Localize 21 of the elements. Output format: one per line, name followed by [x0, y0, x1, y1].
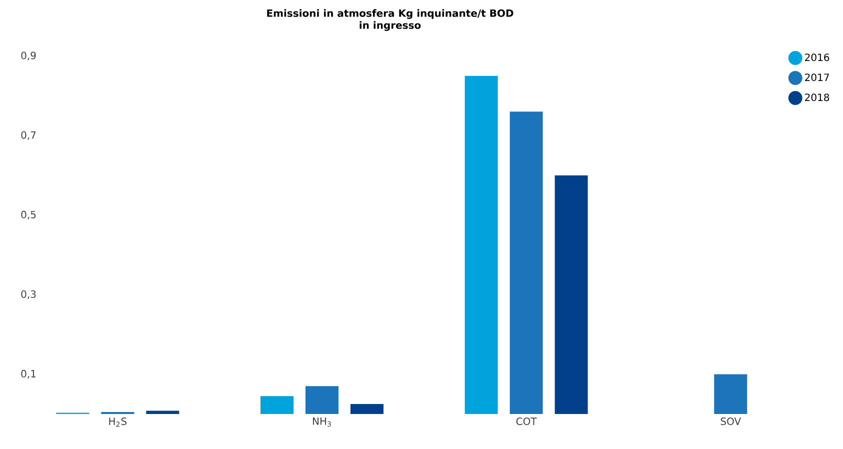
bar [305, 386, 338, 414]
x-tick-label: NH$_{3}$ [312, 418, 331, 427]
bar [464, 76, 498, 414]
bar [260, 396, 294, 414]
y-tick-label: 0,1 [21, 370, 36, 378]
bar [714, 374, 748, 414]
bar [146, 410, 180, 414]
legend-label: 2017 [805, 74, 829, 82]
y-tick-label: 0,9 [21, 52, 36, 60]
x-tick-label: SOV [720, 418, 741, 426]
y-tick-label: 0,7 [21, 131, 36, 140]
x-tick-label: COT [516, 418, 537, 426]
legend-label: 2018 [805, 94, 830, 102]
bar [510, 112, 543, 414]
bar [350, 404, 384, 414]
y-tick-label: 0,5 [21, 210, 36, 220]
y-tick-label: 0,3 [21, 290, 36, 299]
bar [554, 175, 588, 414]
x-tick-label: H$_{2}$S [109, 418, 127, 427]
legend-label: 2016 [805, 54, 830, 62]
chart-title: Emissioni in atmosfera Kg inquinante/t BOD in ingresso [267, 9, 514, 31]
